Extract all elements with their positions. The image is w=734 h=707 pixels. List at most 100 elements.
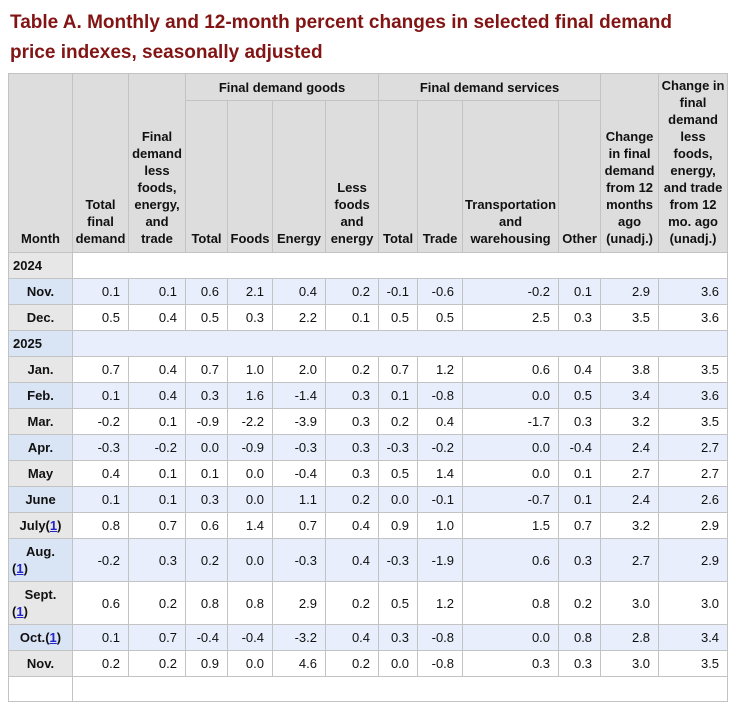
cell: 0.3 — [185, 382, 228, 409]
col-header-goods-energy: Energy — [272, 100, 326, 253]
cell: 0.3 — [558, 538, 602, 582]
row-month-cell: Oct.(1) — [8, 624, 73, 651]
cell: 1.4 — [417, 460, 464, 487]
group-header-final-demand-goods: Final demand goods — [184, 73, 380, 101]
cell: 0.8 — [462, 581, 560, 625]
cell: 0.0 — [227, 486, 273, 513]
cell: 0.7 — [558, 512, 602, 539]
cell: 0.4 — [324, 624, 380, 651]
cell: -3.9 — [272, 408, 326, 435]
row-month-cell — [8, 676, 73, 702]
table-row: Nov. 0.2 0.2 0.9 0.0 4.6 0.2 0.0 -0.8 0.3 0.3 3.0 3.… — [8, 650, 729, 677]
ppi-table: Month Total final demand Final demand le… — [8, 73, 729, 702]
row-month-cell: Aug. (1) — [8, 538, 73, 582]
cell: 0.2 — [128, 650, 186, 677]
cell: 0.8 — [185, 581, 228, 625]
cell: -0.3 — [272, 434, 326, 461]
cell: 1.4 — [227, 512, 273, 539]
cell: -1.9 — [417, 538, 464, 582]
cell: 0.6 — [185, 512, 228, 539]
cell: -0.4 — [558, 434, 602, 461]
cell: -0.2 — [72, 538, 129, 582]
cell: 0.0 — [227, 650, 273, 677]
table-row: Apr. -0.3 -0.2 0.0 -0.9 -0.3 0.3 -0.3 -0.2 0.0 -0.… — [8, 434, 729, 461]
cell: 4.6 — [272, 650, 326, 677]
cell: 0.1 — [128, 460, 186, 487]
table-row: Nov. 0.1 0.1 0.6 2.1 0.4 0.2 -0.1 -0.6 -0.2 0.1 2.9… — [8, 278, 729, 305]
row-month-cell: Sept. (1) — [8, 581, 73, 625]
footnote-link[interactable]: 1 — [49, 630, 57, 645]
cell: 2.5 — [462, 304, 560, 331]
cell: 0.3 — [324, 408, 380, 435]
cell: 0.4 — [72, 460, 129, 487]
cell: 3.4 — [658, 624, 729, 651]
cell: 2.9 — [272, 581, 326, 625]
cell: 2.6 — [658, 486, 729, 513]
cell: 1.2 — [417, 581, 464, 625]
cell: -0.2 — [72, 408, 129, 435]
col-header-goods-total: Total — [185, 100, 228, 253]
cell: 3.8 — [600, 356, 660, 383]
footnote-paren: ) — [23, 604, 28, 619]
table-row: May 0.4 0.1 0.1 0.0 -0.4 0.3 0.5 1.4 0.0 0.1 2.7 2.7 — [8, 460, 729, 487]
cell: 0.0 — [185, 434, 228, 461]
row-month-cell: Jan. — [8, 356, 73, 383]
cell: 0.2 — [324, 486, 380, 513]
cell: 0.3 — [227, 304, 273, 331]
cell: 0.1 — [72, 486, 129, 513]
cell: 0.3 — [378, 624, 419, 651]
cell: 0.1 — [72, 624, 129, 651]
col-header-services-other: Other — [558, 100, 602, 253]
cell: 0.7 — [185, 356, 228, 383]
cell: 1.1 — [272, 486, 326, 513]
cell: 1.0 — [227, 356, 273, 383]
cell: 3.6 — [658, 304, 729, 331]
cell: 3.6 — [658, 278, 729, 305]
cell: 0.2 — [324, 650, 380, 677]
cell: 0.1 — [324, 304, 380, 331]
cell: 0.5 — [72, 304, 129, 331]
cell: 0.7 — [378, 356, 419, 383]
cell: 0.2 — [324, 356, 380, 383]
cell: 2.4 — [600, 486, 660, 513]
cell: -1.4 — [272, 382, 326, 409]
cell: -0.8 — [417, 624, 464, 651]
col-header-month: Month — [8, 73, 73, 253]
row-month-cell: June — [8, 486, 73, 513]
cell: 0.6 — [462, 538, 560, 582]
cell: 0.1 — [378, 382, 419, 409]
cell: -0.3 — [378, 538, 419, 582]
cell: -0.8 — [417, 382, 464, 409]
cell: -0.3 — [272, 538, 326, 582]
cell: 0.9 — [378, 512, 419, 539]
cell: 3.5 — [600, 304, 660, 331]
cell: 0.7 — [272, 512, 326, 539]
cell: -0.8 — [417, 650, 464, 677]
row-month-cell: Dec. — [8, 304, 73, 331]
cell: 3.2 — [600, 408, 660, 435]
row-month-cell: Mar. — [8, 408, 73, 435]
table-header: Month Total final demand Final demand le… — [8, 73, 729, 253]
cell: 0.3 — [324, 460, 380, 487]
cell: 2.1 — [227, 278, 273, 305]
cell: 0.4 — [558, 356, 602, 383]
cell: -0.1 — [417, 486, 464, 513]
footnote-link[interactable]: 1 — [16, 561, 24, 576]
footnote-link[interactable]: 1 — [49, 518, 58, 533]
table-row: Dec. 0.5 0.4 0.5 0.3 2.2 0.1 0.5 0.5 2.5 0.3 3.5 3.6 — [8, 304, 729, 331]
cell: 3.5 — [658, 356, 729, 383]
header-sub-row: Total Foods Energy Less foods and energy… — [9, 100, 728, 253]
cell: -0.7 — [462, 486, 560, 513]
col-header-change-12mo-less: Change in final demand less foods, energ… — [658, 73, 729, 253]
col-header-services-transportation-warehousing: Transportation and warehousing — [462, 100, 560, 253]
cell: 1.6 — [227, 382, 273, 409]
col-header-goods-foods: Foods — [227, 100, 273, 253]
year-section-row: 2024 — [8, 252, 729, 279]
footnote-link[interactable]: 1 — [16, 604, 24, 619]
table-row: Oct.(1) 0.1 0.7 -0.4 -0.4 -3.2 0.4 0.3 -0.8 0.0 0.… — [8, 624, 729, 651]
footnote-paren: ) — [56, 630, 62, 645]
cell: 0.0 — [462, 382, 560, 409]
cell: 0.4 — [324, 538, 380, 582]
cell: 0.3 — [462, 650, 560, 677]
